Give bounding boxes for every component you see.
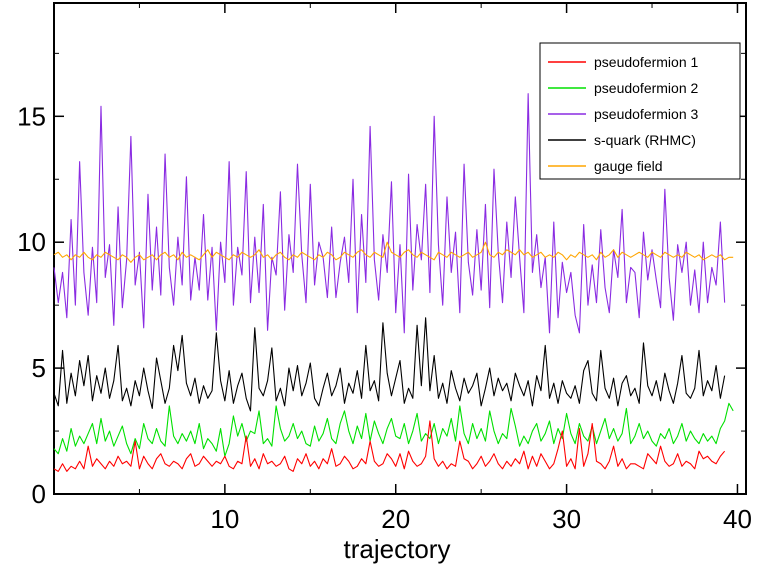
x-tick-label: 40 — [723, 504, 752, 534]
legend-label: pseudofermion 2 — [594, 80, 699, 96]
y-tick-label: 0 — [32, 479, 46, 509]
x-tick-label: 20 — [381, 504, 410, 534]
legend-label: pseudofermion 3 — [594, 106, 699, 122]
series-layer — [53, 93, 734, 472]
series-line-pseudofermion-2 — [53, 402, 734, 457]
y-tick-label: 15 — [17, 101, 46, 131]
series-line-pseudofermion-3 — [53, 93, 726, 334]
y-tick-label: 5 — [32, 353, 46, 383]
tick-layer: 0 5 10 15 10 20 30 40 — [17, 3, 752, 534]
legend-label: pseudofermion 1 — [594, 54, 699, 70]
legend-label: gauge field — [594, 158, 663, 174]
x-axis-label: trajectory — [344, 534, 451, 564]
series-line-gauge-field — [53, 241, 734, 263]
legend-label: s-quark (RHMC) — [594, 132, 696, 148]
series-line-pseudofermion-1 — [53, 420, 726, 472]
x-tick-label: 10 — [210, 504, 239, 534]
y-tick-label: 10 — [17, 227, 46, 257]
series-line-s-quark-rhmc — [53, 317, 726, 412]
x-tick-label: 30 — [552, 504, 581, 534]
legend: pseudofermion 1 pseudofermion 2 pseudoferm… — [539, 42, 741, 180]
legend-box — [539, 42, 741, 180]
